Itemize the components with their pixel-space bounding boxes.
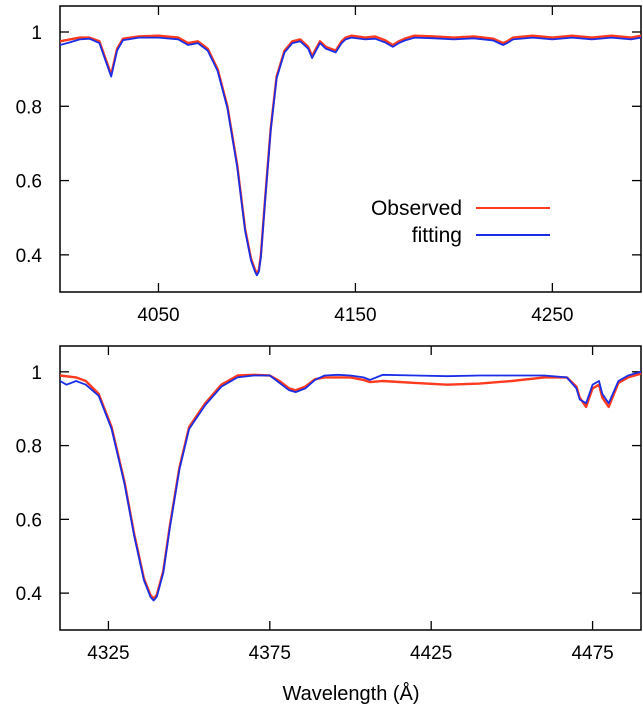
series-line-observed <box>60 372 641 600</box>
x-tick-label: 4050 <box>137 305 179 326</box>
x-axis-title: Wavelength (Å) <box>282 682 419 705</box>
y-tick-label: 0.8 <box>16 437 42 458</box>
y-tick-label: 1 <box>31 363 42 384</box>
series-line-observed <box>60 34 641 275</box>
plot-frame <box>59 5 642 293</box>
y-tick-label: 0.6 <box>16 172 42 193</box>
top-panel: 4050 4150 4250 0.4 0.6 0.8 1 Observed fitting <box>16 5 642 326</box>
y-tick-label: 1 <box>31 23 42 44</box>
x-tick-label: 4150 <box>334 305 376 326</box>
x-tick-label: 4425 <box>410 643 452 664</box>
series-group <box>60 370 641 602</box>
series-line-fitting <box>60 370 641 602</box>
legend-label: Observed <box>371 197 462 220</box>
series-line-fitting <box>60 36 641 277</box>
series-group <box>60 34 641 277</box>
x-tick-label: 4250 <box>531 305 573 326</box>
x-tick-label: 4475 <box>571 643 613 664</box>
x-tick-label: 4325 <box>87 643 129 664</box>
y-tick-label: 0.4 <box>16 584 43 605</box>
legend-label: fitting <box>412 224 462 247</box>
y-tick-label: 0.6 <box>16 510 42 531</box>
bottom-panel: 4325 4375 4425 4475 0.4 0.6 0.8 1 <box>16 345 642 664</box>
plot-frame <box>59 345 642 631</box>
y-tick-label: 0.4 <box>16 246 43 267</box>
y-tick-label: 0.8 <box>16 97 42 118</box>
x-tick-label: 4375 <box>249 643 291 664</box>
